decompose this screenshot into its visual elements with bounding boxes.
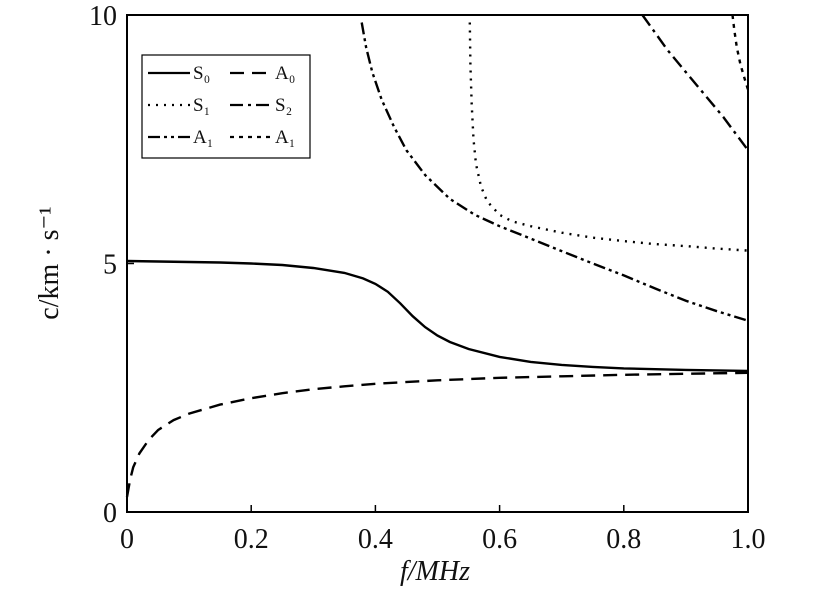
y-tick-label: 0	[103, 498, 117, 529]
x-tick-label: 1.0	[731, 524, 766, 555]
ticks: 0 0.2 0.4 0.6 0.8 1.0 0 5 10	[89, 1, 766, 555]
y-tick-label: 5	[103, 250, 117, 281]
x-axis-label: f/MHz	[400, 556, 470, 587]
legend-label-2: S₁	[193, 95, 210, 116]
legend-label-4: A₁	[193, 127, 213, 148]
series-group	[125, 14, 750, 498]
x-tick-label: 0.8	[606, 524, 641, 555]
series-line-5	[731, 14, 750, 90]
series-line-1	[125, 371, 749, 498]
series-line-2	[468, 22, 749, 252]
x-tick-label: 0.2	[234, 524, 269, 555]
series-line-0	[126, 259, 749, 373]
y-tick-label: 10	[89, 1, 117, 32]
x-tick-label: 0	[120, 524, 134, 555]
legend: S₀ A₀ S₁ S₂ A₁ A₁	[141, 54, 311, 159]
legend-label-3: S₂	[275, 95, 292, 116]
series-line-4	[360, 22, 749, 322]
legend-label-1: A₀	[275, 63, 295, 84]
legend-label-0: S₀	[193, 63, 210, 84]
x-tick-label: 0.6	[482, 524, 517, 555]
x-tick-label: 0.4	[358, 524, 393, 555]
y-axis-label: c/km · s⁻¹	[34, 206, 65, 319]
legend-label-5: A₁	[275, 127, 295, 148]
series-line-3	[641, 14, 749, 151]
